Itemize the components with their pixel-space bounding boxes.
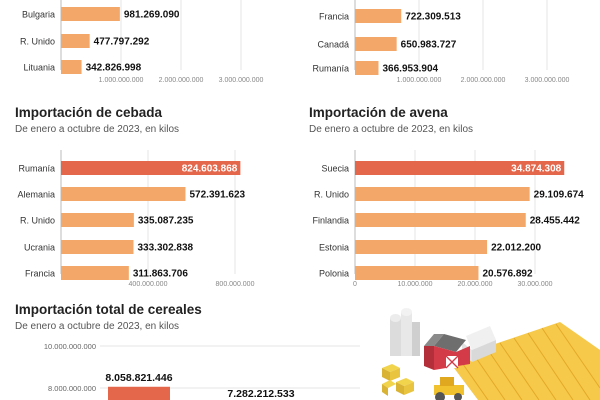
cebada-value-label: 572.391.623 <box>189 190 245 201</box>
avena-category-label: R. Unido <box>314 190 349 200</box>
cebada-bar <box>61 213 134 227</box>
total-column-chart: 8.000.000.000 10.000.000.000 8.058.821.446… <box>44 342 360 400</box>
total-subtitle: De enero a octubre de 2023, en kilos <box>15 321 179 332</box>
silo-icon <box>390 308 420 356</box>
hay-bales-icon <box>382 364 414 396</box>
top-left-value-label: 477.797.292 <box>94 37 150 48</box>
cebada-value-label: 824.603.868 <box>182 164 238 175</box>
avena-bar <box>355 187 530 201</box>
top-left-tick-label: 3.000.000.000 <box>219 77 264 84</box>
cebada-category-label: Alemania <box>17 190 55 200</box>
top-right-bar <box>355 37 397 51</box>
avena-bar <box>355 240 488 254</box>
avena-bar <box>355 161 565 175</box>
top-left-bar <box>61 60 82 74</box>
avena-value-label: 28.455.442 <box>530 216 580 227</box>
avena-value-label: 29.109.674 <box>534 190 584 201</box>
cebada-category-label: Ucrania <box>24 243 55 253</box>
top-left-tick-label: 1.000.000.000 <box>99 77 144 84</box>
cebada-bar-chart: 400.000.000 800.000.000 Rumanía 824.603.868… <box>17 150 255 288</box>
avena-bar-chart: 0 10.000.000 20.000.000 30.000.000 Suecia 34.… <box>312 150 584 288</box>
avena-subtitle: De enero a octubre de 2023, en kilos <box>309 124 473 135</box>
avena-value-label: 20.576.892 <box>482 269 532 280</box>
top-right-bar-chart: 1.000.000.000 2.000.000.000 3.000.000.000 F… <box>312 0 569 84</box>
avena-tick-label: 0 <box>353 281 357 288</box>
total-value-label: 8.058.821.446 <box>105 372 172 384</box>
top-right-category-label: Francia <box>319 12 349 22</box>
avena-title: Importación de avena <box>309 105 448 120</box>
top-right-bar <box>355 61 379 75</box>
top-right-value-label: 650.983.727 <box>401 40 457 51</box>
avena-bar <box>355 213 526 227</box>
cebada-value-label: 311.863.706 <box>133 269 188 280</box>
top-right-tick-label: 2.000.000.000 <box>461 77 506 84</box>
top-left-bar-chart: 1.000.000.000 2.000.000.000 3.000.000.000 B… <box>20 0 264 84</box>
avena-category-label: Estonia <box>319 243 349 253</box>
top-left-value-label: 342.826.998 <box>86 63 142 74</box>
avena-bar <box>355 266 479 280</box>
total-tick-label: 10.000.000.000 <box>44 342 96 351</box>
top-right-tick-label: 3.000.000.000 <box>525 77 570 84</box>
top-left-bar <box>61 7 120 21</box>
avena-value-label: 22.012.200 <box>491 243 541 254</box>
barn-icon <box>424 334 470 370</box>
cebada-category-label: R. Unido <box>20 216 55 226</box>
cebada-tick-label: 800.000.000 <box>216 281 255 288</box>
avena-tick-label: 20.000.000 <box>457 281 492 288</box>
cebada-value-label: 333.302.838 <box>137 243 193 254</box>
top-right-value-label: 722.309.513 <box>405 12 461 23</box>
tractor-icon <box>434 377 464 400</box>
top-left-category-label: Lituania <box>23 63 55 73</box>
total-column <box>108 386 170 400</box>
farm-illustration <box>382 308 600 400</box>
top-left-value-label: 981.269.090 <box>124 10 180 21</box>
cebada-title: Importación de cebada <box>15 105 163 120</box>
cebada-bar <box>61 266 129 280</box>
top-right-tick-label: 1.000.000.000 <box>397 77 442 84</box>
cebada-bar <box>61 161 241 175</box>
cebada-value-label: 335.087.235 <box>138 216 194 227</box>
avena-category-label: Suecia <box>321 164 349 174</box>
avena-tick-label: 10.000.000 <box>397 281 432 288</box>
total-value-label: 7.282.212.533 <box>227 388 294 400</box>
total-title: Importación total de cereales <box>15 302 202 317</box>
cebada-category-label: Francia <box>25 269 55 279</box>
total-tick-label: 8.000.000.000 <box>48 384 96 393</box>
cebada-bar <box>61 240 134 254</box>
avena-tick-label: 30.000.000 <box>517 281 552 288</box>
top-left-bar <box>61 34 90 48</box>
wheat-field <box>448 322 600 400</box>
top-right-value-label: 366.953.904 <box>382 64 438 75</box>
avena-category-label: Polonia <box>319 269 349 279</box>
top-left-category-label: R. Unido <box>20 37 55 47</box>
top-right-category-label: Rumanía <box>312 64 349 74</box>
top-left-category-label: Bulgaria <box>22 10 55 20</box>
cebada-category-label: Rumanía <box>18 164 55 174</box>
cebada-tick-label: 400.000.000 <box>129 281 168 288</box>
cebada-subtitle: De enero a octubre de 2023, en kilos <box>15 124 179 135</box>
top-right-bar <box>355 9 402 23</box>
avena-category-label: Finlandia <box>312 216 349 226</box>
avena-value-label: 34.874.308 <box>511 164 561 175</box>
top-right-category-label: Canadá <box>317 40 349 50</box>
top-left-tick-label: 2.000.000.000 <box>159 77 204 84</box>
cebada-bar <box>61 187 186 201</box>
